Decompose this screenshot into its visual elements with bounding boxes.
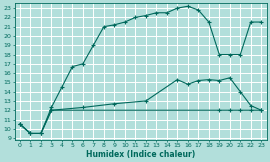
- X-axis label: Humidex (Indice chaleur): Humidex (Indice chaleur): [86, 150, 195, 159]
